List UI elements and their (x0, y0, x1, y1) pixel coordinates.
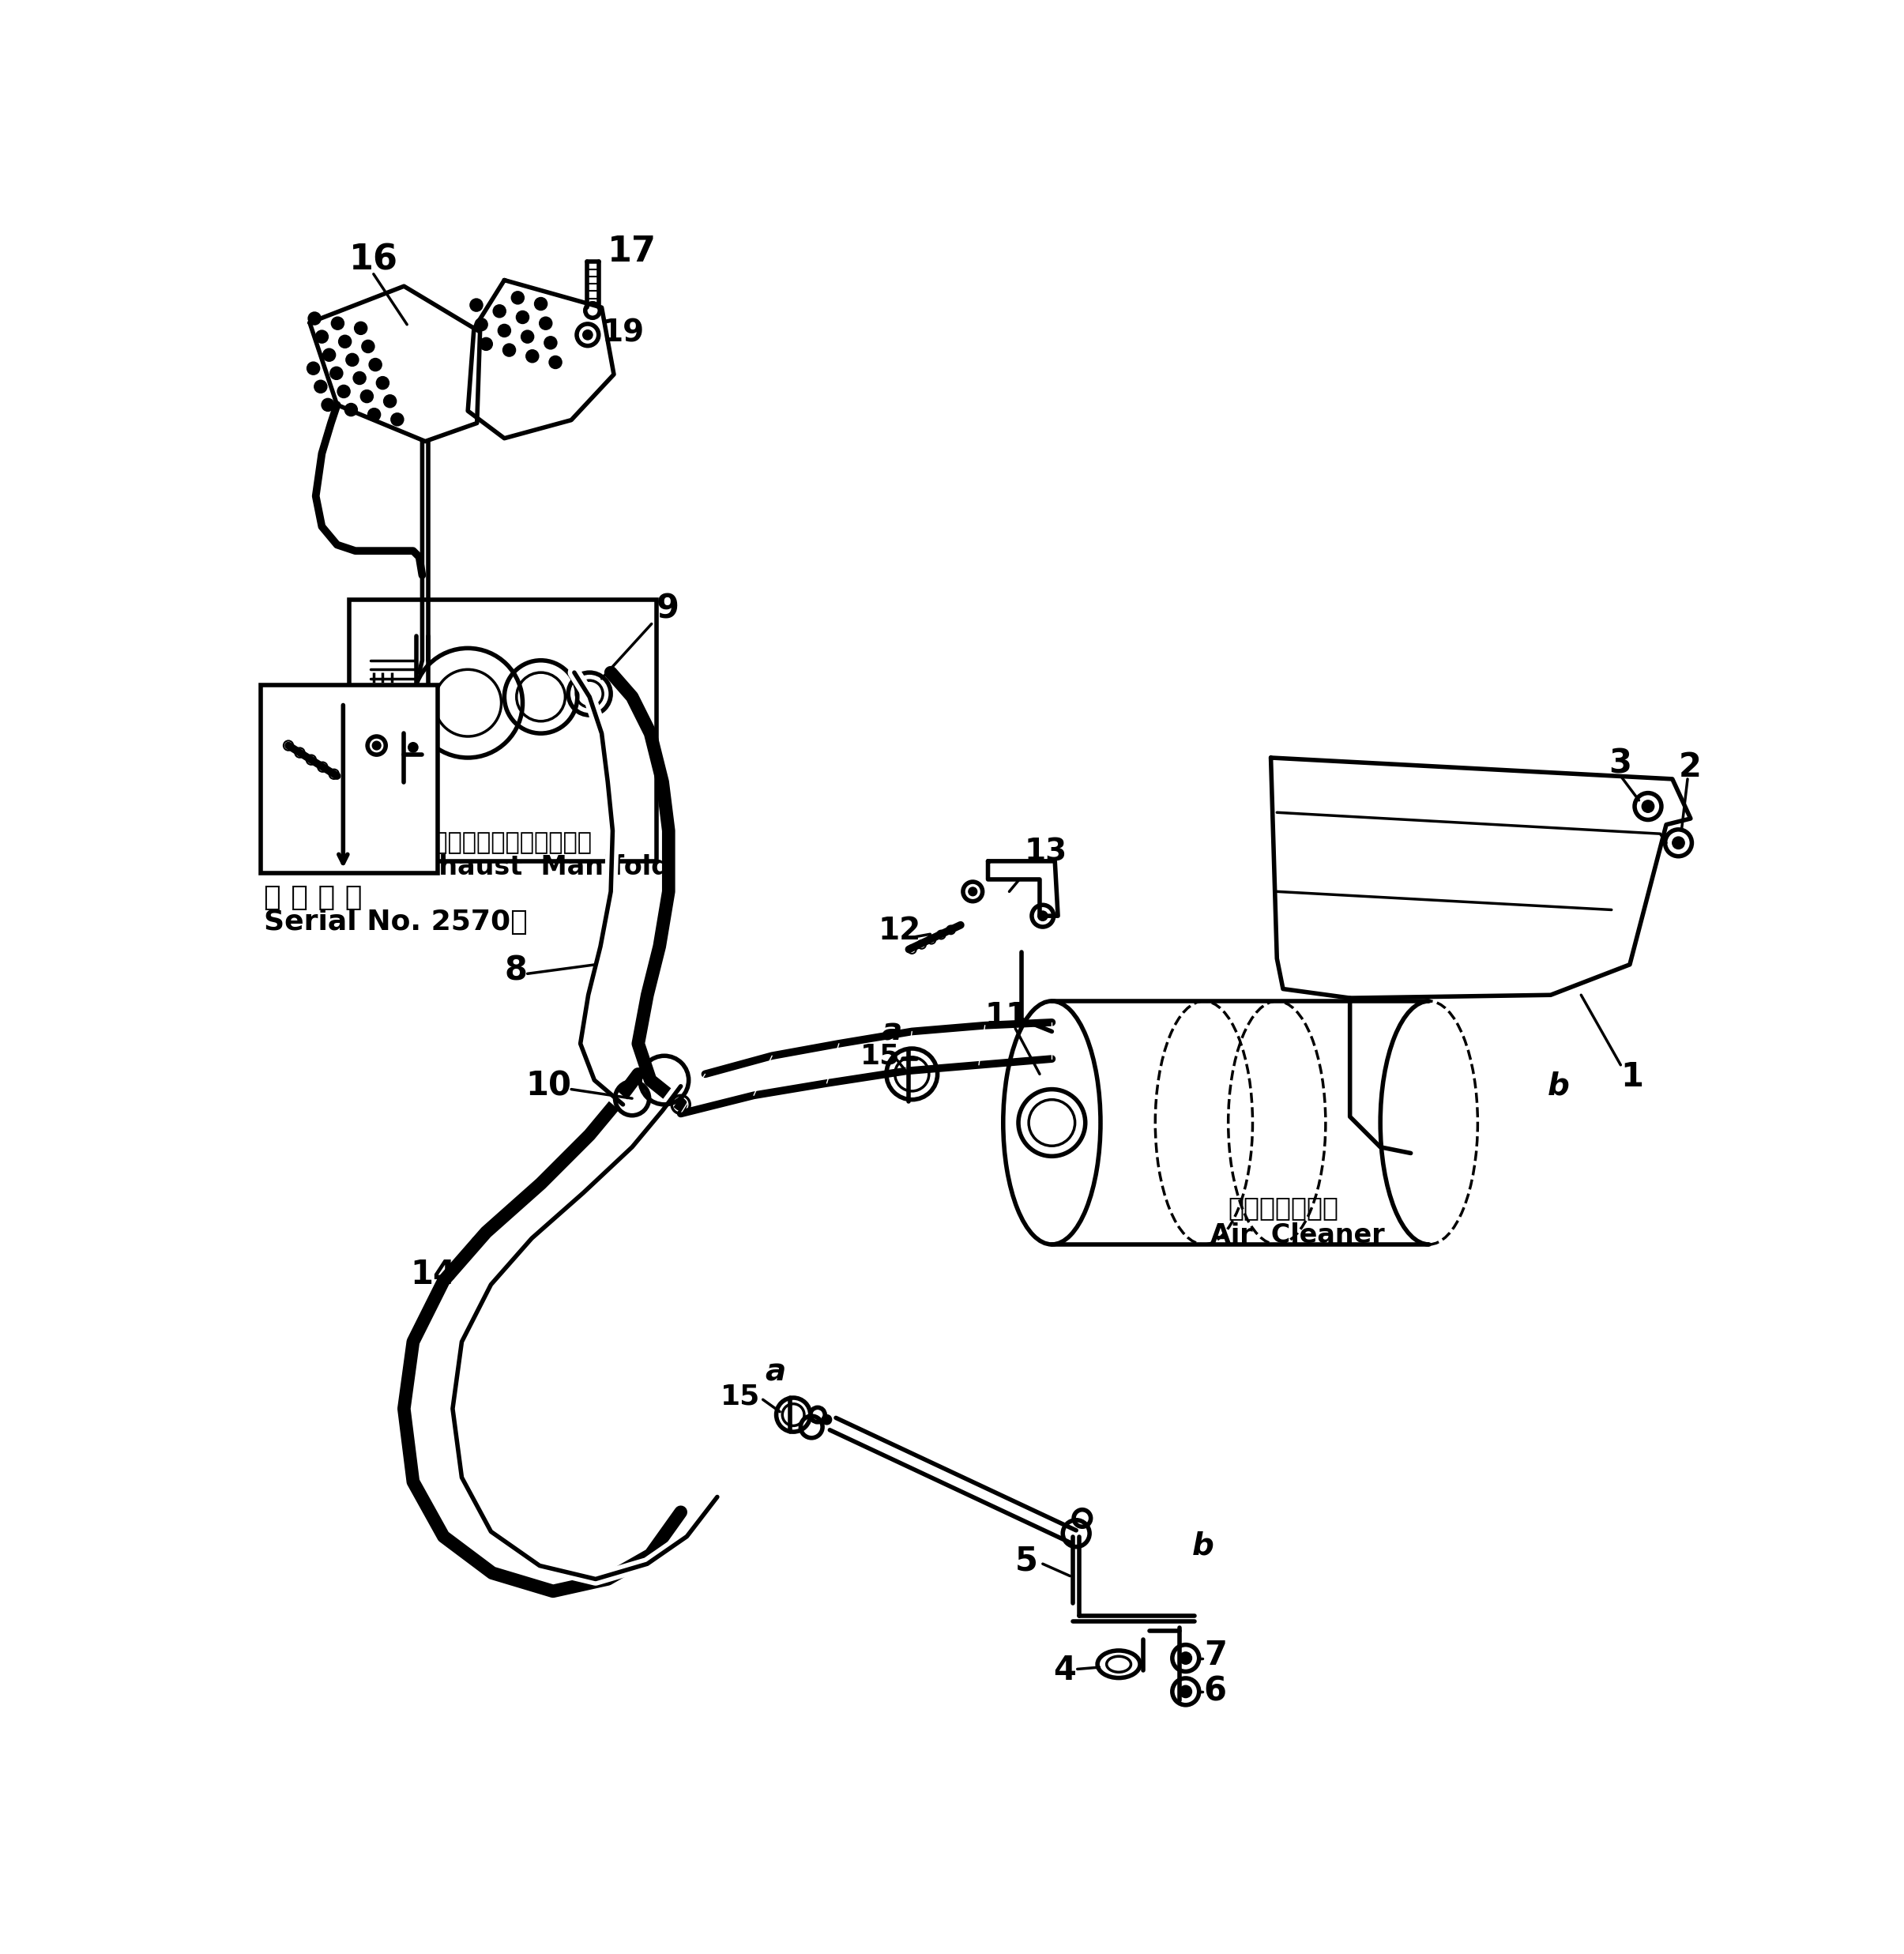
Circle shape (373, 741, 381, 750)
Circle shape (535, 297, 546, 311)
Circle shape (308, 313, 320, 324)
Circle shape (1672, 836, 1685, 848)
Polygon shape (1270, 758, 1691, 998)
Circle shape (339, 336, 350, 348)
Text: 19: 19 (602, 319, 644, 348)
Circle shape (314, 381, 327, 393)
Circle shape (331, 317, 345, 330)
Circle shape (526, 350, 539, 361)
Circle shape (583, 330, 592, 340)
Circle shape (347, 354, 358, 365)
Circle shape (331, 367, 343, 379)
Circle shape (1038, 911, 1047, 920)
Text: 14: 14 (409, 1258, 455, 1292)
Circle shape (362, 340, 375, 352)
Polygon shape (310, 285, 480, 442)
Circle shape (367, 408, 381, 420)
Text: エキゾーストマニホールド: エキゾーストマニホールド (419, 830, 592, 854)
Text: 7: 7 (1203, 1639, 1226, 1673)
Circle shape (512, 291, 524, 303)
Text: 11: 11 (984, 1000, 1028, 1032)
Text: 16: 16 (308, 834, 366, 875)
Circle shape (480, 338, 491, 350)
Text: 19: 19 (352, 696, 392, 723)
Text: 18: 18 (272, 739, 312, 766)
Text: a: a (765, 1358, 786, 1387)
Text: 適 用 号 機: 適 用 号 機 (265, 885, 362, 911)
Circle shape (499, 324, 510, 336)
Circle shape (385, 395, 396, 406)
Text: 15: 15 (861, 1041, 901, 1069)
Text: 6: 6 (1203, 1675, 1226, 1708)
Polygon shape (468, 279, 613, 438)
Text: Exhaust  Manifold: Exhaust Manifold (404, 854, 670, 879)
Text: 2: 2 (1679, 750, 1702, 784)
Bar (261, 684, 438, 873)
Circle shape (969, 887, 977, 895)
Circle shape (539, 317, 552, 330)
Circle shape (354, 371, 366, 385)
Circle shape (345, 404, 358, 416)
Circle shape (470, 299, 482, 311)
Text: 8: 8 (505, 954, 527, 987)
Text: 18: 18 (268, 696, 308, 723)
Text: 17: 17 (607, 234, 657, 268)
Circle shape (390, 414, 404, 426)
Text: 13: 13 (1024, 836, 1068, 868)
Text: Serial No. 2570～: Serial No. 2570～ (265, 909, 527, 936)
Circle shape (1180, 1686, 1192, 1698)
Text: 5: 5 (1015, 1544, 1038, 1577)
Text: 4: 4 (1053, 1653, 1076, 1686)
Text: 9: 9 (657, 592, 680, 625)
Circle shape (1180, 1651, 1192, 1665)
Circle shape (823, 1415, 832, 1424)
Text: 15: 15 (720, 1383, 760, 1411)
Polygon shape (988, 862, 1059, 916)
Circle shape (333, 780, 341, 786)
Text: b: b (1192, 1530, 1213, 1561)
Circle shape (322, 399, 333, 410)
Circle shape (545, 336, 556, 350)
Bar (348, 600, 657, 862)
Circle shape (503, 344, 516, 356)
Circle shape (354, 322, 367, 334)
Circle shape (337, 385, 350, 397)
Circle shape (522, 330, 533, 342)
Text: エアークリーナ: エアークリーナ (1228, 1196, 1339, 1221)
Text: 12: 12 (878, 916, 922, 946)
Text: Air  Cleaner: Air Cleaner (1211, 1223, 1384, 1249)
Text: b: b (1548, 1071, 1569, 1102)
Circle shape (476, 319, 487, 330)
Circle shape (493, 305, 506, 317)
Text: 16: 16 (348, 242, 398, 277)
Text: 1: 1 (1620, 1061, 1643, 1094)
Circle shape (369, 360, 381, 371)
Circle shape (377, 377, 388, 389)
Circle shape (550, 356, 562, 367)
Circle shape (1641, 801, 1655, 813)
Circle shape (316, 330, 327, 342)
Circle shape (307, 361, 320, 375)
Text: a: a (882, 1016, 902, 1047)
Text: 3: 3 (1609, 746, 1632, 780)
Circle shape (407, 743, 419, 752)
Text: 19: 19 (322, 727, 358, 752)
Circle shape (516, 311, 529, 322)
Text: 10: 10 (526, 1069, 571, 1102)
Circle shape (360, 391, 373, 403)
Circle shape (324, 350, 335, 361)
